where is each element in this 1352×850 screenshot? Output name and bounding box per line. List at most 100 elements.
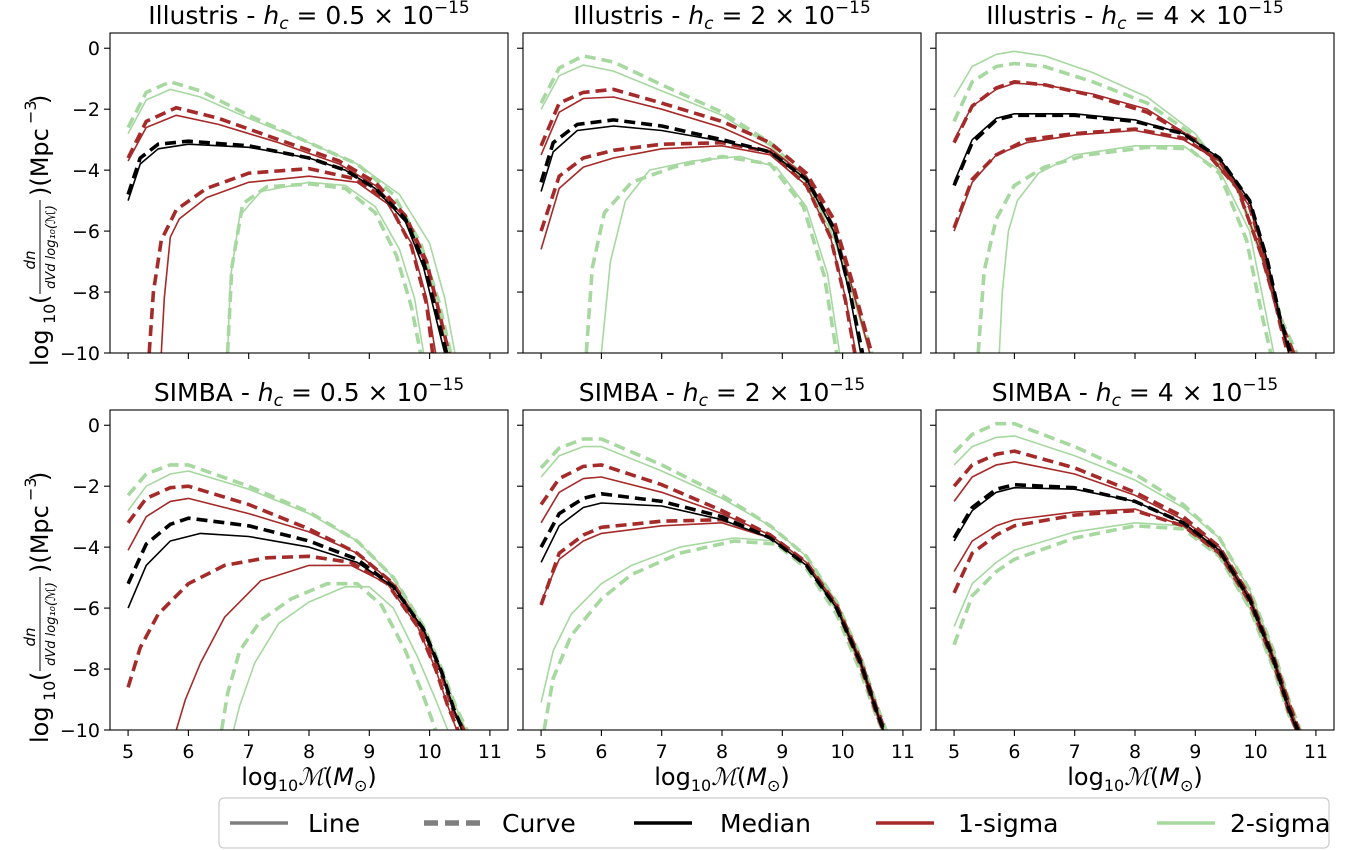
- svg-text:10: 10: [40, 304, 59, 324]
- y-tick-label: −10: [60, 720, 100, 742]
- x-tick-label: 9: [1189, 741, 1201, 763]
- panel-title: Illustris - hc = 2 × 10−15: [573, 0, 871, 34]
- series-2-sigma-curve: [539, 437, 888, 730]
- series-2-sigma-curve: [225, 182, 423, 353]
- series-median-curve: [539, 491, 886, 730]
- svg-text:(: (: [26, 672, 54, 681]
- series-1-sigma-curve: [952, 80, 1296, 353]
- series-median-line: [127, 532, 463, 730]
- series-1-sigma-curve: [126, 484, 466, 730]
- series-median-curve: [126, 139, 449, 353]
- y-tick-label: −4: [72, 537, 100, 559]
- series-2-sigma-curve: [584, 154, 839, 353]
- panel-1: 0 −2 −4 −6 −8 −10 Illustris - hc = 0.5 × 10−15…: [21, 0, 509, 366]
- series-2-sigma-curve: [542, 539, 885, 730]
- svg-text:): ): [26, 95, 54, 104]
- svg-text:−3: −3: [21, 100, 40, 124]
- x-tick-label: 11: [478, 741, 502, 763]
- x-tick-label: 5: [122, 741, 134, 763]
- axes-frame: [522, 409, 922, 731]
- svg-text:)(Mpc: )(Mpc: [26, 128, 54, 196]
- series-median-line: [127, 143, 446, 353]
- series-1-sigma-line: [540, 145, 857, 353]
- series-median-curve: [539, 118, 865, 353]
- x-axis-label: log10ℳ(M⊙): [1067, 763, 1203, 795]
- series-2-sigma-line: [127, 88, 456, 353]
- legend-1sigma-label: 1-sigma: [958, 809, 1058, 838]
- y-tick-label: −2: [72, 99, 100, 121]
- svg-text:(: (: [26, 295, 54, 304]
- x-tick-label: 9: [776, 741, 788, 763]
- svg-text:dVd log₁₀(ℳ): dVd log₁₀(ℳ): [44, 205, 59, 289]
- panel-title: SIMBA - hc = 0.5 × 10−15: [154, 375, 464, 411]
- series-2-sigma-line: [998, 145, 1275, 353]
- y-tick-label: −6: [72, 221, 100, 243]
- series-group: [126, 463, 469, 730]
- svg-text:dVd log₁₀(ℳ): dVd log₁₀(ℳ): [44, 582, 59, 666]
- series-median-line: [953, 486, 1298, 730]
- series-1-sigma-curve: [126, 554, 460, 730]
- series-2-sigma-curve: [219, 581, 438, 730]
- series-2-sigma-curve: [126, 463, 469, 730]
- x-tick-label: 8: [716, 741, 728, 763]
- series-1-sigma-curve: [126, 105, 451, 353]
- x-tick-label: 5: [535, 741, 547, 763]
- y-tick-label: −8: [72, 282, 100, 304]
- x-tick-label: 8: [303, 741, 315, 763]
- x-tick-label: 5: [948, 741, 960, 763]
- y-tick-label: −8: [72, 659, 100, 681]
- svg-text:log: log: [26, 706, 54, 743]
- panel-title: SIMBA - hc = 2 × 10−15: [579, 375, 866, 411]
- panel-title: Illustris - hc = 0.5 × 10−15: [148, 0, 469, 34]
- panel-title: SIMBA - hc = 4 × 10−15: [992, 375, 1279, 411]
- panel-4: 5 6 7 8 9 10 11 0 −2 −4 −6 −8 −10 SIMBA - hc = 0.5 × …: [21, 375, 509, 795]
- series-2-sigma-line: [540, 537, 883, 730]
- series-group: [952, 50, 1299, 353]
- x-tick-label: 11: [1304, 741, 1328, 763]
- series-2-sigma-line: [953, 521, 1297, 730]
- series-1-sigma-curve: [539, 463, 887, 730]
- series-group: [952, 421, 1302, 730]
- x-tick-label: 7: [656, 741, 668, 763]
- svg-text:)(Mpc: )(Mpc: [26, 505, 54, 573]
- x-tick-label: 9: [363, 741, 375, 763]
- legend-frame: [218, 797, 1330, 849]
- x-tick-label: 6: [182, 741, 194, 763]
- series-1-sigma-curve: [539, 140, 857, 353]
- x-tick-label: 10: [1244, 741, 1268, 763]
- svg-text:−3: −3: [21, 477, 40, 501]
- x-tick-label: 11: [891, 741, 915, 763]
- series-1-sigma-line: [540, 521, 884, 730]
- y-tick-label: 0: [88, 38, 100, 60]
- x-axis-label: log10ℳ(M⊙): [241, 763, 377, 795]
- svg-text:log: log: [26, 329, 54, 366]
- series-group: [539, 54, 874, 353]
- svg-text:): ): [26, 472, 54, 481]
- x-tick-label: 10: [418, 741, 442, 763]
- svg-text:dn: dn: [21, 250, 39, 269]
- series-2-sigma-line: [127, 470, 467, 730]
- y-tick-label: −4: [72, 160, 100, 182]
- series-2-sigma-line: [600, 155, 841, 353]
- series-group: [539, 437, 888, 730]
- series-1-sigma-line: [953, 508, 1297, 730]
- panel-6: 5 6 7 8 9 10 11 SIMBA - hc = 4 × 10−15 log10ℳ(M⊙…: [930, 375, 1335, 795]
- y-tick-label: −2: [72, 476, 100, 498]
- svg-text:10: 10: [40, 681, 59, 701]
- axes-frame: [109, 32, 509, 354]
- x-tick-label: 7: [243, 741, 255, 763]
- panel-2: Illustris - hc = 2 × 10−15: [517, 0, 922, 359]
- panel-title: Illustris - hc = 4 × 10−15: [986, 0, 1284, 34]
- panels: 0 −2 −4 −6 −8 −10 Illustris - hc = 0.5 × 10−15…: [21, 0, 1335, 795]
- svg-text:dn: dn: [21, 627, 39, 646]
- series-1-sigma-line: [953, 129, 1290, 353]
- series-1-sigma-line: [127, 114, 449, 353]
- legend-2sigma-label: 2-sigma: [1230, 809, 1330, 838]
- legend-median-label: Median: [720, 809, 811, 838]
- series-1-sigma-line: [175, 564, 458, 730]
- panel-3: Illustris - hc = 4 × 10−15: [930, 0, 1335, 359]
- series-median-curve: [952, 113, 1293, 353]
- x-tick-label: 7: [1069, 741, 1081, 763]
- series-2-sigma-curve: [952, 421, 1302, 730]
